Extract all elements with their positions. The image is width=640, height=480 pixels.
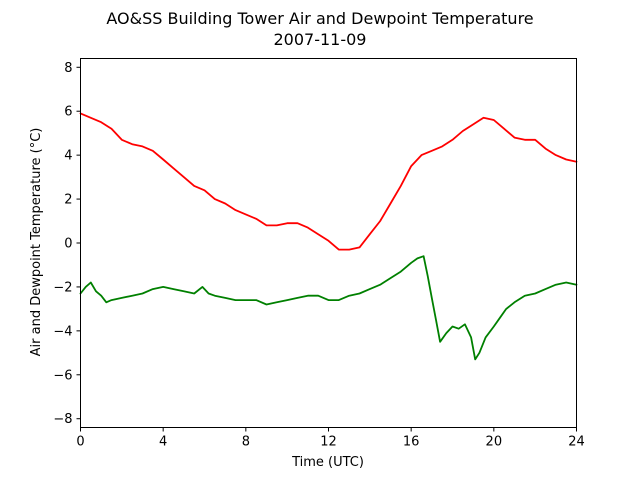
series-line-2: [79, 255, 578, 361]
y-axis-ticks: −8 −6 −4 −2 0 2 4 6 8: [53, 61, 81, 427]
x-axis-label: Time (UTC): [291, 455, 364, 470]
y-tick-label: 8: [64, 61, 72, 76]
x-tick-label: 20: [486, 435, 503, 450]
chart-title: AO&SS Building Tower Air and Dewpoint Te…: [106, 9, 533, 28]
y-tick-label: 0: [64, 237, 72, 252]
y-tick-label: 2: [64, 193, 72, 208]
y-tick-label: −4: [53, 324, 72, 339]
y-tick-label: −8: [53, 412, 72, 427]
y-tick-label: −6: [53, 368, 72, 383]
x-tick-label: 4: [159, 435, 167, 450]
y-tick-label: 4: [64, 149, 72, 164]
series-line-1: [79, 112, 578, 251]
y-axis-label: Air and Dewpoint Temperature (°C): [29, 128, 44, 357]
y-tick-label: −2: [53, 280, 72, 295]
x-tick-label: 0: [76, 435, 84, 450]
x-axis-ticks: 0 4 8 12 16 20 24: [76, 427, 585, 450]
x-tick-label: 16: [403, 435, 420, 450]
series-layer: [79, 112, 578, 361]
x-tick-label: 8: [242, 435, 250, 450]
x-tick-label: 12: [320, 435, 337, 450]
x-tick-label: 24: [568, 435, 585, 450]
plot-frame: [80, 58, 577, 428]
chart-subtitle: 2007-11-09: [274, 30, 367, 49]
y-tick-label: 6: [64, 105, 72, 120]
